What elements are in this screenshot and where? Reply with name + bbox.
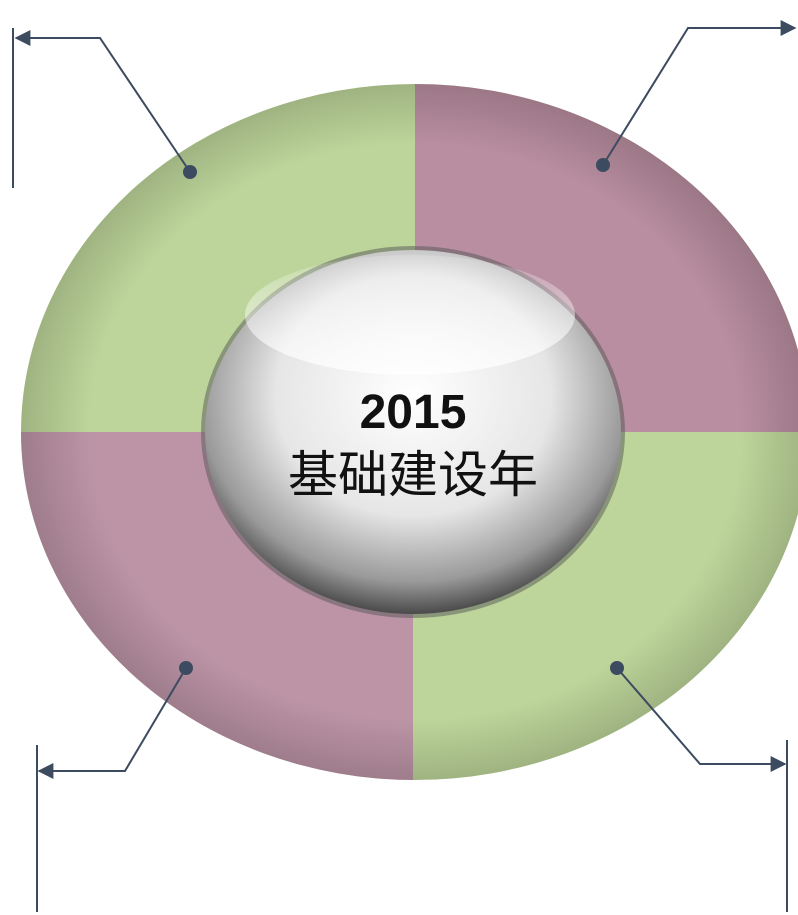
sphere-highlight bbox=[245, 255, 575, 375]
callouts bbox=[12, 20, 797, 912]
center-label: 基础建设年 bbox=[288, 446, 538, 504]
year-text: 2015 bbox=[360, 386, 467, 439]
